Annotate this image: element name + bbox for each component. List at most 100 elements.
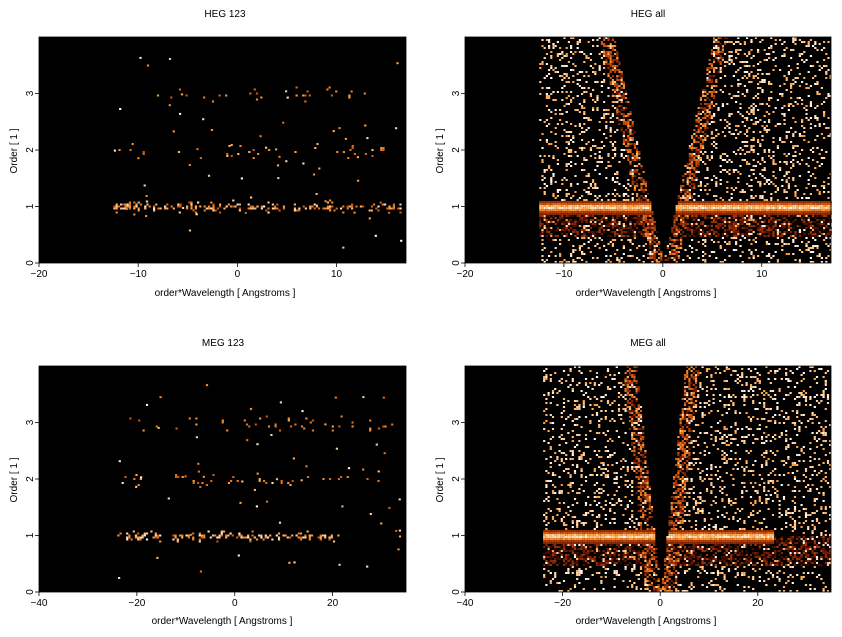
heatmap-cell bbox=[609, 63, 612, 65]
heatmap-cell bbox=[677, 239, 680, 241]
heatmap-cell bbox=[275, 148, 278, 151]
heatmap-cell bbox=[752, 131, 755, 133]
heatmap-cell bbox=[675, 255, 678, 257]
heatmap-cell bbox=[616, 69, 619, 71]
heatmap-cell bbox=[743, 225, 746, 227]
heatmap-cell bbox=[167, 497, 170, 500]
heatmap-cell bbox=[768, 155, 771, 157]
heatmap-cell bbox=[550, 207, 553, 209]
heatmap-cell bbox=[552, 69, 555, 71]
heatmap-cell bbox=[741, 235, 744, 237]
heatmap-cell bbox=[625, 213, 628, 215]
heatmap-cell bbox=[153, 209, 156, 212]
heatmap-cell bbox=[218, 94, 221, 97]
heatmap-cell bbox=[750, 197, 753, 199]
heatmap-cell bbox=[581, 235, 584, 237]
heatmap-cell bbox=[583, 203, 586, 205]
heatmap-cell bbox=[631, 207, 634, 209]
heatmap-cell bbox=[587, 211, 590, 213]
heatmap-cell bbox=[377, 427, 381, 430]
heatmap-cell bbox=[635, 408, 638, 410]
heatmap-cell bbox=[688, 193, 691, 195]
heatmap-cell bbox=[616, 173, 619, 175]
heatmap-cell bbox=[801, 159, 804, 161]
heatmap-cell bbox=[752, 169, 755, 171]
heatmap-cell bbox=[752, 400, 755, 402]
heatmap-cell bbox=[694, 404, 698, 406]
heatmap-cell bbox=[699, 189, 702, 191]
heatmap-cell bbox=[686, 400, 689, 402]
heatmap-cell bbox=[187, 536, 190, 539]
heatmap-cell bbox=[713, 115, 716, 117]
heatmap-cell bbox=[620, 386, 623, 388]
heatmap-cell bbox=[820, 157, 823, 159]
heatmap-cell bbox=[825, 233, 828, 235]
heatmap-cell bbox=[660, 255, 663, 257]
heatmap-cell bbox=[801, 217, 804, 219]
heatmap-cell bbox=[732, 370, 735, 372]
heatmap-cell bbox=[763, 183, 766, 185]
heatmap-cell bbox=[614, 53, 617, 55]
heatmap-cell bbox=[640, 217, 643, 219]
heatmap-cell bbox=[694, 390, 698, 392]
heatmap-cell bbox=[614, 147, 617, 149]
heatmap-cell bbox=[812, 185, 815, 187]
heatmap-cell bbox=[807, 203, 810, 205]
heatmap-cell bbox=[545, 408, 548, 410]
heatmap-cell bbox=[543, 183, 546, 185]
heatmap-cell bbox=[761, 175, 764, 177]
heatmap-cell bbox=[311, 205, 314, 208]
heatmap-cell bbox=[596, 211, 599, 213]
heatmap-cell bbox=[559, 201, 562, 203]
heatmap-cell bbox=[567, 143, 570, 145]
heatmap-cell bbox=[708, 71, 711, 73]
heatmap-cell bbox=[754, 368, 757, 370]
heatmap-cell bbox=[578, 370, 581, 372]
heatmap-cell bbox=[682, 189, 685, 191]
heatmap-cell bbox=[717, 211, 720, 213]
heatmap-cell bbox=[743, 404, 746, 406]
heatmap-cell bbox=[752, 75, 755, 77]
heatmap-cell bbox=[763, 221, 766, 223]
heatmap-cell bbox=[177, 476, 180, 478]
heatmap-cell bbox=[783, 113, 786, 115]
heatmap-cell bbox=[730, 396, 733, 398]
heatmap-cell bbox=[633, 225, 636, 227]
heatmap-cell bbox=[543, 410, 546, 412]
heatmap-cell bbox=[750, 215, 753, 217]
heatmap-cell bbox=[798, 259, 801, 261]
heatmap-cell bbox=[706, 209, 709, 211]
heatmap-cell bbox=[607, 259, 610, 261]
heatmap-cell bbox=[702, 223, 705, 225]
heatmap-cell bbox=[631, 235, 634, 237]
heatmap-cell bbox=[691, 147, 694, 149]
heatmap-cell bbox=[653, 259, 656, 261]
heatmap-cell bbox=[550, 209, 553, 211]
heatmap-cell bbox=[803, 139, 806, 141]
heatmap-cell bbox=[739, 153, 742, 155]
heatmap-cell bbox=[324, 536, 327, 539]
heatmap-cell bbox=[620, 203, 623, 205]
heatmap-cell bbox=[748, 231, 751, 233]
heatmap-cell bbox=[761, 135, 764, 137]
heatmap-cell bbox=[585, 225, 588, 227]
heatmap-cell bbox=[798, 85, 801, 87]
heatmap-cell bbox=[380, 522, 383, 525]
heatmap-cell bbox=[611, 245, 614, 247]
heatmap-cell bbox=[596, 231, 599, 233]
heatmap-cell bbox=[616, 75, 619, 77]
heatmap-cell bbox=[807, 87, 810, 89]
heatmap-cell bbox=[792, 155, 795, 157]
heatmap-cell bbox=[397, 207, 400, 210]
heatmap-cell bbox=[607, 51, 610, 53]
heatmap-cell bbox=[804, 392, 808, 394]
heatmap-cell bbox=[686, 376, 689, 378]
heatmap-cell bbox=[789, 370, 792, 372]
heatmap-cell bbox=[721, 221, 724, 223]
heatmap-cell bbox=[756, 408, 759, 410]
heatmap-cell bbox=[581, 139, 584, 141]
heatmap-cell bbox=[605, 219, 608, 221]
heatmap-cell bbox=[633, 147, 636, 149]
heatmap-cell bbox=[618, 85, 621, 87]
heatmap-cell bbox=[741, 209, 744, 211]
